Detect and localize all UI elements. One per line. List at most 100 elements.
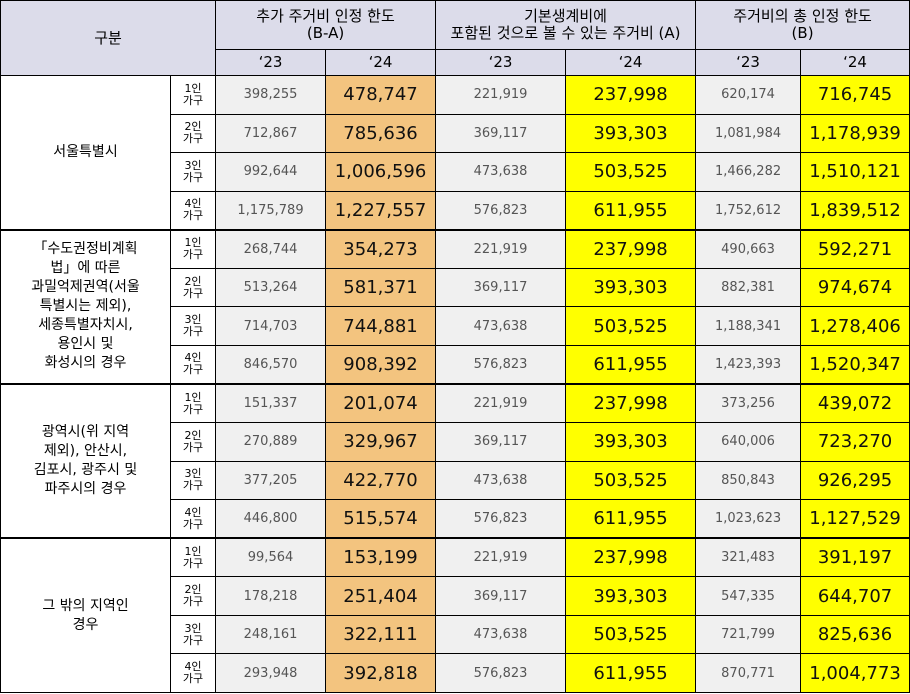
value-cell: 392,818	[325, 653, 437, 693]
year-cell: ‘23	[215, 49, 327, 76]
value-cell: 581,371	[325, 267, 437, 308]
household-cell: 1인 가구	[169, 75, 217, 115]
value-cell: 473,638	[435, 460, 567, 501]
data-row: 4인 가구 446,800 515,574 576,823 611,955 1,023,6…	[1, 499, 910, 539]
value-cell: 992,644	[215, 152, 327, 192]
household-cell: 4인 가구	[169, 653, 217, 693]
value-cell: 1,510,121	[800, 152, 910, 192]
value-cell: 1,839,512	[800, 190, 910, 231]
value-cell: 785,636	[325, 113, 437, 154]
value-cell: 1,227,557	[325, 190, 437, 231]
value-cell: 473,638	[435, 152, 567, 192]
value-cell: 446,800	[215, 499, 327, 539]
household-cell: 1인 가구	[169, 228, 217, 269]
data-row: 3인 가구 377,205 422,770 473,638 503,525 850,843…	[1, 460, 910, 501]
data-row: 4인 가구 846,570 908,392 576,823 611,955 1,423,3…	[1, 344, 910, 385]
household-cell: 3인 가구	[169, 306, 217, 346]
value-cell: 439,072	[800, 383, 910, 424]
value-cell: 1,188,341	[695, 306, 802, 346]
value-cell: 1,752,612	[695, 190, 802, 231]
value-cell: 369,117	[435, 576, 567, 616]
header-cell: 구분	[0, 0, 217, 76]
value-cell: 503,525	[565, 152, 697, 192]
value-cell: 369,117	[435, 422, 567, 462]
value-cell: 1,127,529	[800, 499, 910, 539]
value-cell: 391,197	[800, 537, 910, 578]
value-cell: 1,175,789	[215, 190, 327, 231]
table-header: 구분 추가 주거비 인정 한도 (B-A) 기본생계비에 포함된 것으로 볼 수…	[0, 0, 910, 76]
value-cell: 870,771	[695, 653, 802, 693]
value-cell: 712,867	[215, 113, 327, 154]
value-cell: 293,948	[215, 653, 327, 693]
value-cell: 373,256	[695, 383, 802, 424]
data-row: 4인 가구 1,175,789 1,227,557 576,823 611,955 1,7…	[1, 190, 910, 231]
value-cell: 393,303	[565, 113, 697, 154]
value-cell: 547,335	[695, 576, 802, 616]
value-cell: 221,919	[435, 383, 567, 424]
value-cell: 611,955	[565, 653, 697, 693]
data-row: 4인 가구 293,948 392,818 576,823 611,955 870,771…	[1, 653, 910, 693]
value-cell: 882,381	[695, 267, 802, 308]
region-cell: 「수도권정비계획 법」에 따른 과밀억제권역(서울 특별시는 제외), 세종특별…	[0, 228, 171, 385]
year-cell: ‘23	[435, 49, 567, 76]
value-cell: 329,967	[325, 422, 437, 462]
value-cell: 377,205	[215, 460, 327, 501]
value-cell: 908,392	[325, 344, 437, 385]
value-cell: 825,636	[800, 614, 910, 655]
household-cell: 4인 가구	[169, 344, 217, 385]
year-cell: ‘24	[325, 49, 437, 76]
value-cell: 393,303	[565, 422, 697, 462]
region-cell: 서울특별시	[0, 74, 171, 231]
value-cell: 369,117	[435, 267, 567, 308]
header-cell: 추가 주거비 인정 한도 (B-A)	[215, 0, 437, 50]
value-cell: 1,081,984	[695, 113, 802, 154]
value-cell: 714,703	[215, 306, 327, 346]
household-cell: 1인 가구	[169, 537, 217, 578]
value-cell: 611,955	[565, 344, 697, 385]
value-cell: 716,745	[800, 75, 910, 115]
value-cell: 321,483	[695, 537, 802, 578]
header-row: ‘23 ‘24 ‘23 ‘24 ‘23 ‘24	[1, 49, 910, 76]
value-cell: 237,998	[565, 537, 697, 578]
value-cell: 640,006	[695, 422, 802, 462]
value-cell: 846,570	[215, 344, 327, 385]
value-cell: 611,955	[565, 190, 697, 231]
household-cell: 2인 가구	[169, 422, 217, 462]
value-cell: 576,823	[435, 653, 567, 693]
value-cell: 926,295	[800, 460, 910, 501]
value-cell: 644,707	[800, 576, 910, 616]
data-row: 2인 가구 513,264 581,371 369,117 393,303 882,381…	[1, 267, 910, 308]
value-cell: 322,111	[325, 614, 437, 655]
value-cell: 620,174	[695, 75, 802, 115]
value-cell: 744,881	[325, 306, 437, 346]
value-cell: 237,998	[565, 75, 697, 115]
data-row: 서울특별시 1인 가구 398,255 478,747 221,919 237,998 62…	[0, 74, 910, 231]
value-cell: 99,564	[215, 537, 327, 578]
household-cell: 1인 가구	[169, 383, 217, 424]
data-row: 2인 가구 712,867 785,636 369,117 393,303 1,081,9…	[1, 113, 910, 154]
year-cell: ‘24	[800, 49, 910, 76]
data-row: 그 밖의 지역인 경우 1인 가구 99,564 153,199 221,919 237,…	[0, 537, 910, 694]
table-body: 서울특별시 1인 가구 398,255 478,747 221,919 237,998 62…	[0, 74, 910, 694]
value-cell: 268,744	[215, 228, 327, 269]
value-cell: 576,823	[435, 499, 567, 539]
household-cell: 3인 가구	[169, 614, 217, 655]
value-cell: 503,525	[565, 306, 697, 346]
household-cell: 3인 가구	[169, 152, 217, 192]
value-cell: 490,663	[695, 228, 802, 269]
value-cell: 473,638	[435, 306, 567, 346]
value-cell: 1,023,623	[695, 499, 802, 539]
header-cell: 주거비의 총 인정 한도 (B)	[695, 0, 910, 50]
value-cell: 1,006,596	[325, 152, 437, 192]
value-cell: 611,955	[565, 499, 697, 539]
value-cell: 515,574	[325, 499, 437, 539]
value-cell: 221,919	[435, 75, 567, 115]
value-cell: 237,998	[565, 383, 697, 424]
value-cell: 721,799	[695, 614, 802, 655]
value-cell: 151,337	[215, 383, 327, 424]
data-row: 2인 가구 178,218 251,404 369,117 393,303 547,335…	[1, 576, 910, 616]
value-cell: 503,525	[565, 460, 697, 501]
value-cell: 576,823	[435, 344, 567, 385]
